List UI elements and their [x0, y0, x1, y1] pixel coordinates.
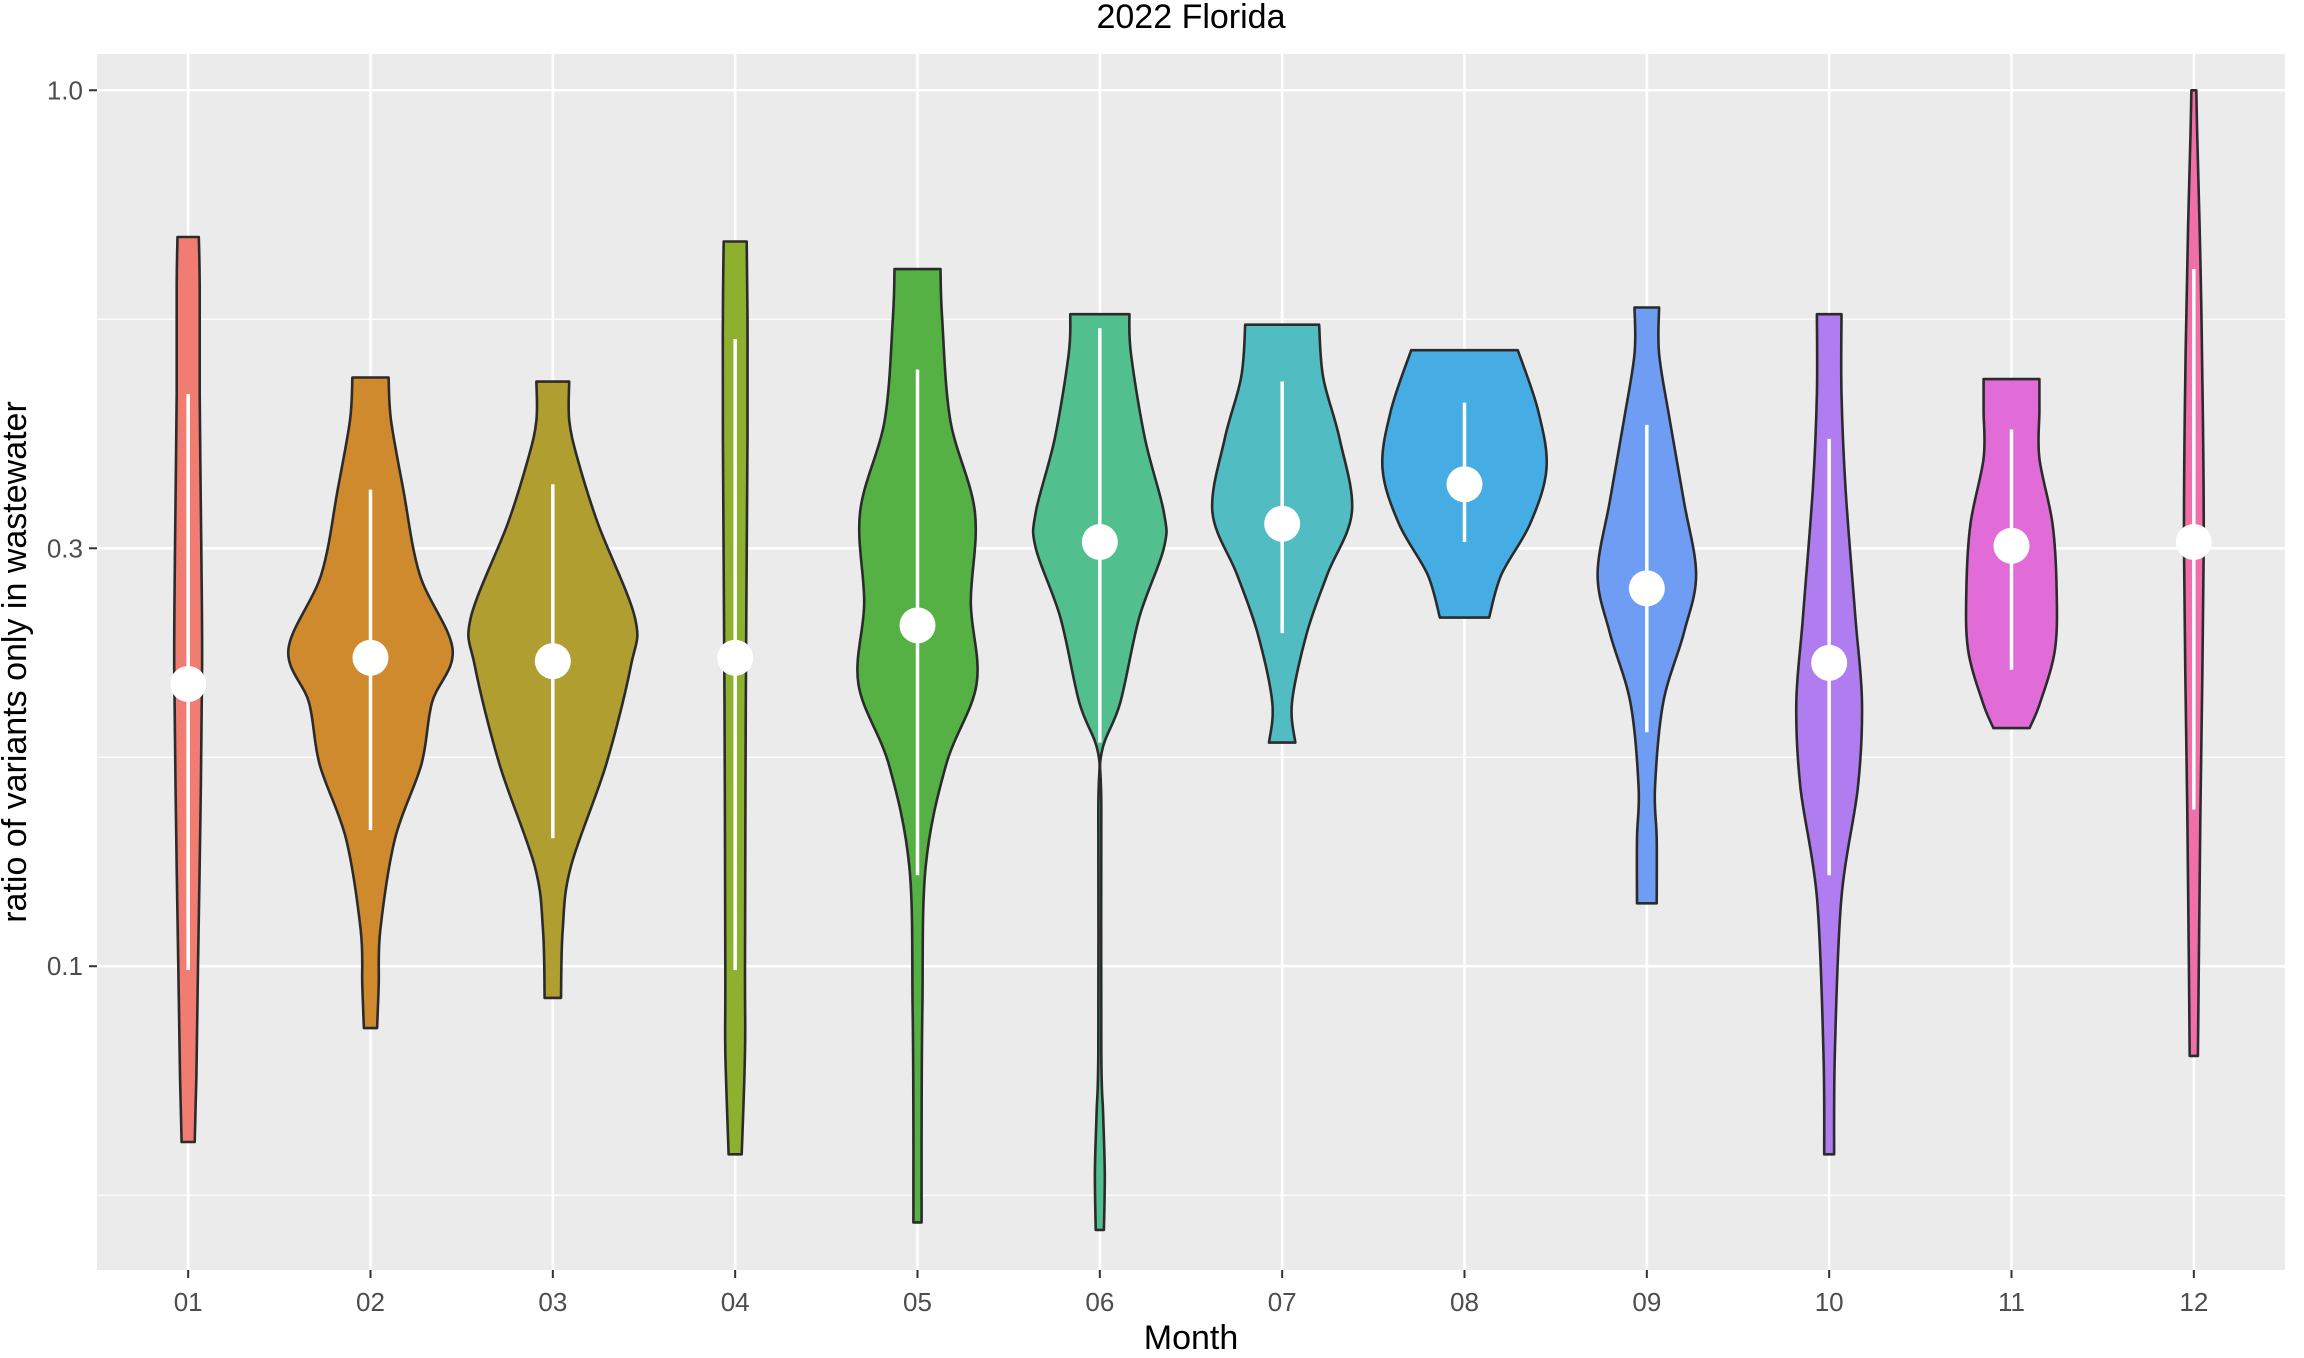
violin-month-04 [717, 240, 754, 1156]
y-axis-label: ratio of variants only in wastewater [0, 401, 34, 923]
violin-month-05 [856, 267, 979, 1224]
x-tick-label: 02 [356, 1287, 385, 1317]
y-tick-label: 0.1 [47, 951, 83, 981]
violin-median-point [2175, 523, 2212, 560]
panel-background [97, 54, 2285, 1270]
chart-title: 2022 Florida [1096, 0, 1285, 36]
violin-month-09 [1596, 306, 1698, 905]
violin-month-03 [467, 380, 639, 1000]
x-tick-label: 05 [903, 1287, 932, 1317]
violin-month-08 [1380, 348, 1549, 619]
violin-month-01 [170, 235, 207, 1144]
violin-median-point [1446, 466, 1483, 503]
y-tick-label: 1.0 [47, 75, 83, 105]
violin-median-point [1993, 527, 2030, 564]
x-tick-label: 09 [1632, 1287, 1661, 1317]
x-tick-label: 01 [174, 1287, 203, 1317]
violin-median-point [352, 639, 389, 676]
violin-median-point [1628, 570, 1665, 607]
x-tick-label: 07 [1268, 1287, 1297, 1317]
violin-median-point [899, 607, 936, 644]
violin-median-point [170, 665, 207, 702]
y-tick-label: 0.3 [47, 533, 83, 563]
x-tick-label: 06 [1085, 1287, 1114, 1317]
violin-median-point [717, 639, 754, 676]
violin-median-point [534, 643, 571, 680]
x-axis: 01 02 03 04 05 06 07 08 09 10 11 12 [174, 1270, 2208, 1317]
x-tick-label: 03 [538, 1287, 567, 1317]
x-axis-label: Month [1144, 1319, 1239, 1357]
violin-median-point [1811, 644, 1848, 681]
x-tick-label: 10 [1815, 1287, 1844, 1317]
violin-month-10 [1794, 312, 1864, 1156]
violin-median-point [1081, 523, 1118, 560]
x-tick-label: 11 [1998, 1287, 2025, 1317]
x-tick-label: 12 [2179, 1287, 2208, 1317]
violin-month-07 [1210, 323, 1354, 744]
violin-median-point [1264, 505, 1301, 542]
violin-body [1031, 312, 1168, 1232]
y-axis: 0.1 0.3 1.0 [47, 75, 97, 981]
violin-layer [170, 89, 2212, 1232]
violin-month-11 [1964, 377, 2059, 730]
violin-month-12 [2175, 89, 2212, 1058]
x-tick-label: 08 [1450, 1287, 1479, 1317]
x-tick-label: 04 [721, 1287, 750, 1317]
violin-month-06 [1031, 312, 1168, 1232]
violin-month-02 [287, 376, 454, 1030]
